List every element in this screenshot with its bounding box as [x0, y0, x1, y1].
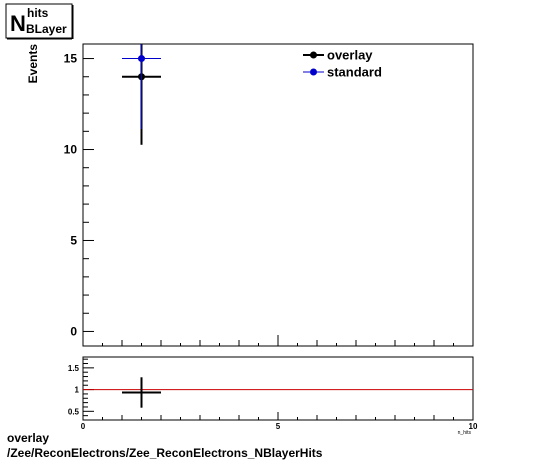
ratio-point	[122, 377, 161, 408]
footer-line-1: overlay	[7, 431, 49, 445]
main-data-marks	[122, 44, 161, 145]
x-tick-label: 10	[469, 422, 478, 431]
standard-marker	[138, 55, 145, 63]
title-main: N	[10, 11, 26, 36]
legend: overlay standard	[303, 48, 382, 80]
title-subscript: BLayer	[26, 22, 67, 36]
y-axis-label: Events	[26, 44, 40, 84]
ratio-y-tick-label: 1.5	[68, 364, 80, 373]
footer-line-2: /Zee/ReconElectrons/Zee_ReconElectrons_N…	[7, 446, 323, 460]
legend-entry-standard: standard	[303, 65, 382, 80]
ratio-axes: 0.5 1 1.5 0 5 10	[68, 358, 478, 431]
ratio-y-tick-label: 0.5	[68, 407, 80, 416]
ratio-data-marks	[83, 377, 473, 408]
legend-label: overlay	[327, 48, 373, 63]
y-tick-label: 5	[70, 233, 77, 247]
y-tick-label: 15	[64, 52, 78, 66]
legend-entry-overlay: overlay	[303, 48, 373, 63]
y-tick-label: 10	[64, 143, 78, 157]
x-tick-label: 5	[276, 422, 281, 431]
histogram-title-box: N hits BLayer	[5, 3, 74, 40]
x-tick-label: 0	[81, 422, 86, 431]
title-superscript: hits	[27, 6, 49, 20]
x-axis-label: n_hits	[458, 430, 472, 436]
standard-point	[122, 44, 161, 129]
y-tick-label: 0	[70, 324, 77, 338]
legend-label: standard	[327, 65, 382, 80]
title-box-frame	[5, 3, 73, 39]
main-axes: 0 5 10 15	[64, 52, 474, 346]
ratio-y-tick-label: 1	[75, 386, 80, 395]
